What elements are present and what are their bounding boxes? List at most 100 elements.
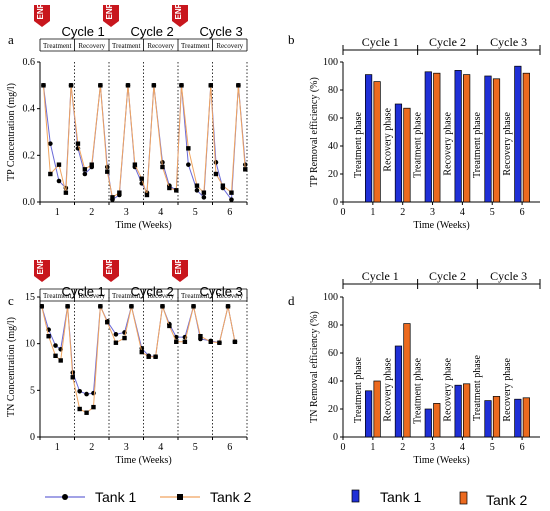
data-point <box>98 83 103 88</box>
treatment-phase-label: Treatment phase <box>413 111 424 178</box>
data-point <box>70 375 75 380</box>
data-point <box>68 83 74 88</box>
x-tick-label: 1 <box>55 442 60 453</box>
x-tick-label: 5 <box>193 442 198 453</box>
data-point <box>186 162 191 167</box>
enr-label: ENR <box>105 2 114 19</box>
data-point <box>117 190 122 195</box>
data-point <box>122 335 127 341</box>
x-tick-label: 6 <box>520 207 525 218</box>
legend-label: Tank 2 <box>486 492 527 508</box>
y-tick-label: 0 <box>30 432 35 443</box>
data-point <box>89 162 94 167</box>
bar <box>514 65 522 203</box>
data-point <box>56 162 62 167</box>
y-tick-label: 60 <box>328 113 338 124</box>
recovery-phase-label: Recovery phase <box>383 107 394 171</box>
data-point <box>125 83 131 88</box>
data-point <box>198 334 203 339</box>
data-point <box>139 349 144 355</box>
data-point <box>84 391 89 397</box>
recovery-phase-label: Recovery <box>147 292 174 300</box>
y-tick-label: 0.2 <box>23 150 36 161</box>
bar <box>454 384 462 438</box>
data-point <box>232 339 238 344</box>
panel-label: b <box>288 32 295 47</box>
y-axis-label: TP Removal efficiency (%) <box>309 77 320 187</box>
data-point <box>113 340 119 345</box>
x-tick-label: 1 <box>370 207 375 218</box>
enr-label: ENR <box>36 2 45 19</box>
enr-marker: ENR <box>172 2 188 27</box>
data-point <box>139 176 144 181</box>
y-tick-label: 20 <box>328 404 338 415</box>
data-point <box>208 339 213 344</box>
data-point <box>243 167 248 172</box>
data-point <box>220 183 226 188</box>
x-tick-label: 6 <box>520 442 525 453</box>
y-tick-label: 80 <box>328 85 338 96</box>
enr-flag-shape <box>34 5 50 27</box>
x-tick-label: 2 <box>400 207 405 218</box>
x-tick-label: 5 <box>193 207 198 218</box>
y-tick-label: 60 <box>328 348 338 359</box>
treatment-phase-label: Treatment phase <box>413 357 424 424</box>
x-tick-label: 6 <box>227 442 232 453</box>
panel-label: d <box>288 293 295 308</box>
data-point <box>160 164 165 170</box>
y-tick-label: 80 <box>328 320 338 331</box>
y-tick-label: 15 <box>25 292 35 303</box>
recovery-phase-label: Recovery <box>147 42 174 50</box>
data-point <box>41 83 46 88</box>
data-point <box>46 334 51 339</box>
data-point <box>56 178 62 184</box>
legend-label: Tank 1 <box>380 489 421 505</box>
cycle-label: Cycle 1 <box>61 24 104 39</box>
recovery-phase-label: Recovery phase <box>502 111 513 175</box>
x-tick-label: 3 <box>430 207 435 218</box>
data-point <box>201 190 207 195</box>
data-point <box>201 195 207 200</box>
enr-marker: ENR <box>34 257 50 282</box>
bar <box>394 103 403 203</box>
data-point <box>58 358 63 363</box>
legend-swatch-tank1 <box>351 489 360 503</box>
x-tick-label: 1 <box>370 442 375 453</box>
bar <box>364 390 373 438</box>
x-tick-label: 0 <box>341 207 346 218</box>
y-tick-label: 20 <box>328 169 338 180</box>
data-point <box>110 195 115 200</box>
treatment-phase-label: Treatment <box>181 42 210 50</box>
bar <box>433 72 441 203</box>
y-tick-label: 100 <box>323 292 338 303</box>
data-point <box>48 141 53 146</box>
bar <box>424 71 432 203</box>
data-point <box>194 188 200 193</box>
y-axis-label: TN Concentration (mg/l) <box>6 317 17 417</box>
cycle-label: Cycle 3 <box>199 284 242 299</box>
cycle-label: Cycle 2 <box>429 269 466 283</box>
treatment-phase-label: Treatment phase <box>353 111 364 178</box>
legend-swatch-tank2 <box>459 491 468 505</box>
data-point <box>82 171 88 177</box>
treatment-phase-label: Treatment <box>112 42 141 50</box>
bar <box>373 380 381 438</box>
data-point <box>208 83 213 88</box>
data-point <box>191 304 196 309</box>
data-point <box>53 353 58 358</box>
treatment-phase-label: Treatment phase <box>472 354 483 421</box>
treatment-phase-label: Treatment <box>181 292 210 300</box>
x-tick-label: 3 <box>124 207 129 218</box>
data-point <box>113 332 119 337</box>
y-tick-label: 100 <box>323 57 338 68</box>
bar <box>522 397 530 438</box>
data-point <box>174 188 179 193</box>
bar <box>403 107 411 203</box>
recovery-phase-label: Recovery phase <box>442 111 453 175</box>
data-point <box>174 339 179 344</box>
x-tick-label: 5 <box>490 207 495 218</box>
enr-label: ENR <box>105 257 114 274</box>
bar <box>364 74 373 203</box>
data-point <box>182 339 188 344</box>
